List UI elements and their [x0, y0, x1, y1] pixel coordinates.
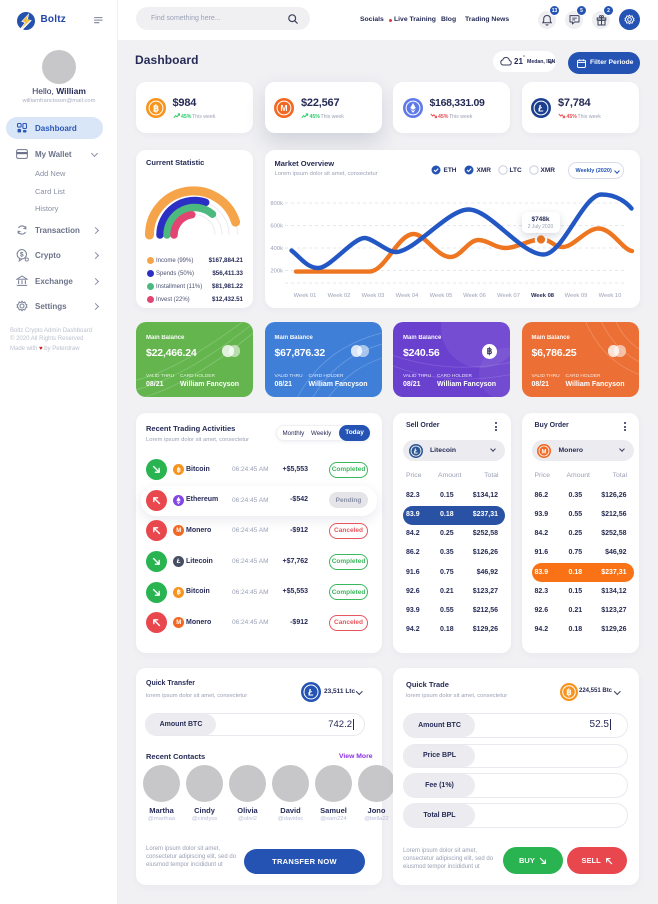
- svg-text:M: M: [542, 449, 547, 455]
- svg-text:Week 03: Week 03: [361, 293, 384, 299]
- svg-text:Week 09: Week 09: [564, 293, 587, 299]
- svg-text:฿: ฿: [152, 103, 158, 114]
- svg-text:Ł: Ł: [537, 103, 544, 113]
- svg-text:Week 05: Week 05: [429, 293, 452, 299]
- svg-text:Week 02: Week 02: [327, 293, 350, 299]
- svg-text:600k: 600k: [270, 224, 283, 230]
- svg-text:Week 04: Week 04: [395, 293, 419, 299]
- svg-text:400k: 400k: [270, 246, 283, 252]
- svg-text:M: M: [280, 103, 287, 113]
- svg-text:Week 07: Week 07: [497, 293, 520, 299]
- svg-text:Week 01: Week 01: [293, 293, 316, 299]
- svg-text:200k: 200k: [270, 269, 283, 275]
- svg-text:Ł: Ł: [412, 448, 417, 455]
- svg-text:Week 06: Week 06: [463, 293, 486, 299]
- svg-text:Week 10: Week 10: [598, 293, 621, 299]
- svg-text:Week 08: Week 08: [530, 293, 554, 299]
- svg-text:800k: 800k: [270, 201, 283, 207]
- svg-text:$: $: [20, 252, 24, 259]
- svg-text:Ł: Ł: [307, 687, 314, 697]
- svg-text:฿: ฿: [566, 687, 572, 697]
